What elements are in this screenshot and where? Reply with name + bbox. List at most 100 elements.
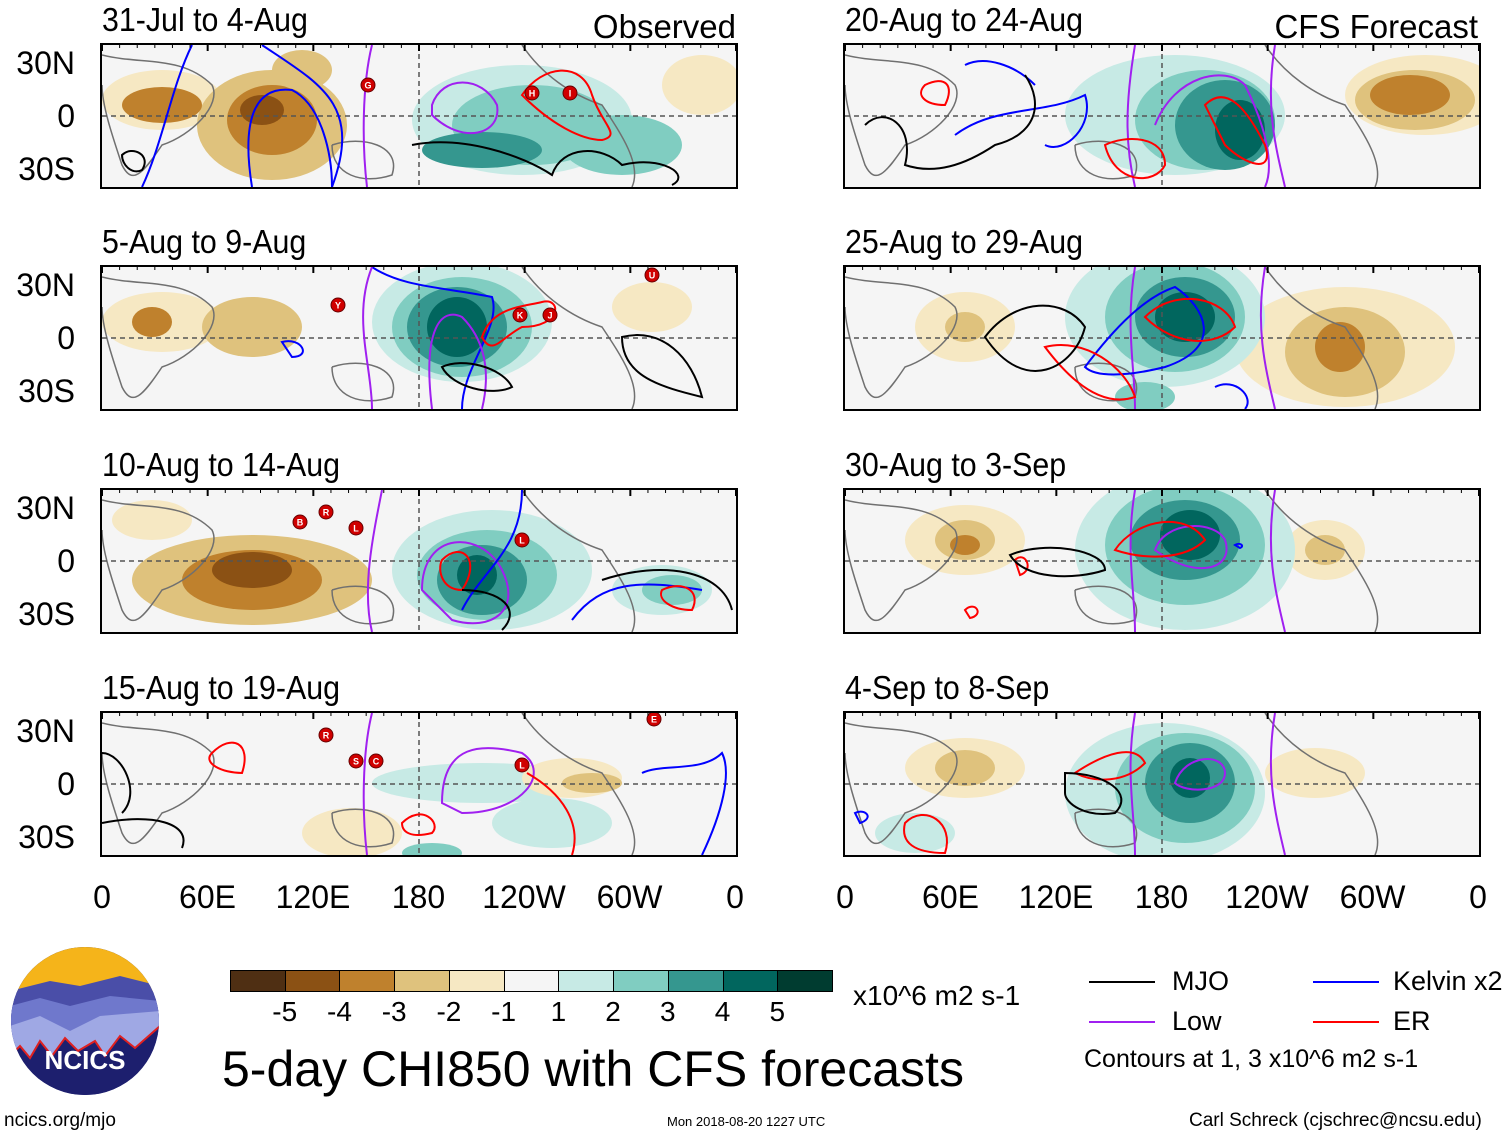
- colorbar-swatch: [503, 970, 560, 992]
- map-panel: B R L L: [100, 488, 738, 634]
- contour-line: [601, 569, 733, 611]
- contour-line: [1126, 45, 1136, 187]
- contour-line: [620, 334, 704, 399]
- coastline: [845, 276, 958, 399]
- chi-anomaly-shading: [1215, 100, 1265, 160]
- coastline: [102, 499, 215, 622]
- coastline: [102, 54, 215, 177]
- contour-line: [1064, 771, 1123, 815]
- map-panel: R S C L E: [100, 711, 738, 857]
- colorbar-units: x10^6 m2 s-1: [853, 980, 1021, 1011]
- storm-label: I: [569, 89, 572, 99]
- footer-url[interactable]: ncics.org/mjo: [4, 1110, 116, 1131]
- lon-label: 120E: [1018, 879, 1094, 915]
- panel-title: 15-Aug to 19-Aug: [102, 669, 340, 706]
- storm-label: L: [519, 536, 525, 546]
- colorbar-swatch: [613, 970, 669, 992]
- colorbar-swatch: [230, 970, 286, 992]
- lat-label: 0: [57, 98, 75, 134]
- storm-label: S: [353, 757, 359, 767]
- coastline: [1264, 713, 1379, 855]
- contour-line: [461, 589, 511, 631]
- chi-anomaly-shading: [562, 773, 622, 793]
- tropical-cyclone-icon: [514, 532, 530, 548]
- colorbar-swatch: [448, 970, 505, 992]
- colorbar-label: -3: [381, 996, 407, 1027]
- panel-title: 31-Jul to 4-Aug: [102, 1, 308, 38]
- contour-line: [208, 741, 246, 775]
- chi-anomaly-shading: [202, 297, 302, 357]
- panel-title: 5-Aug to 9-Aug: [102, 223, 307, 260]
- chi-anomaly-shading: [457, 555, 497, 595]
- lon-label: 180: [1134, 879, 1189, 915]
- contour-line: [400, 813, 436, 836]
- chi-anomaly-shading: [1160, 510, 1220, 560]
- chi-anomaly-shading: [212, 552, 292, 588]
- contour-line: [431, 81, 499, 134]
- tropical-cyclone-icon: [330, 297, 346, 313]
- contour-line: [1154, 74, 1270, 187]
- lat-label: 30N: [16, 45, 75, 81]
- chi-anomaly-shading: [612, 282, 692, 332]
- coastline: [102, 722, 215, 845]
- chi-anomaly-shading: [422, 132, 542, 168]
- contour-line: [1103, 138, 1167, 179]
- colorbar-label: -5: [272, 996, 298, 1027]
- storm-label: G: [364, 81, 371, 91]
- lon-label: 120W: [482, 879, 566, 915]
- map-panel: G H I: [100, 43, 738, 189]
- tropical-cyclone-icon: [512, 307, 528, 323]
- tropical-cyclone-icon: [646, 713, 662, 727]
- chi-anomaly-shading: [1370, 75, 1450, 115]
- lon-label: 0: [93, 879, 111, 915]
- contour-line: [440, 747, 535, 815]
- contour-line: [1113, 520, 1207, 558]
- contour-line: [983, 304, 1087, 372]
- storm-label: J: [547, 311, 552, 321]
- tropical-cyclone-icon: [514, 757, 530, 773]
- lat-label: 30S: [18, 373, 75, 409]
- contour-line: [362, 713, 373, 855]
- storm-label: H: [529, 89, 536, 99]
- contour-line: [660, 585, 696, 612]
- chi-anomaly-shading: [122, 87, 202, 123]
- lon-label: 0: [726, 879, 744, 915]
- contour-line: [440, 362, 514, 392]
- coastline: [521, 45, 636, 187]
- lon-label: 60W: [596, 879, 663, 915]
- panel-title: 20-Aug to 24-Aug: [845, 1, 1083, 38]
- contour-line: [428, 313, 487, 409]
- lon-label: 60E: [922, 879, 979, 915]
- legend-er-line: [1313, 1021, 1379, 1023]
- chi-anomaly-shading: [662, 55, 736, 115]
- chi-anomaly-shading: [935, 750, 995, 786]
- tropical-cyclone-icon: [318, 504, 334, 520]
- storm-label: L: [519, 761, 525, 771]
- coastline: [331, 362, 395, 402]
- lat-label: 30S: [18, 596, 75, 632]
- contour-note: Contours at 1, 3 x10^6 m2 s-1: [1084, 1045, 1419, 1073]
- contour-line: [954, 93, 1088, 148]
- storm-label: C: [373, 757, 380, 767]
- chi-anomaly-shading: [875, 813, 955, 853]
- coastline: [1264, 267, 1379, 409]
- storm-label: R: [323, 508, 330, 518]
- lat-label: 30S: [18, 819, 75, 855]
- tropical-cyclone-icon: [562, 85, 578, 101]
- observed-header: Observed: [592, 8, 736, 45]
- contour-line: [280, 340, 304, 359]
- coastline: [521, 490, 636, 632]
- colorbar-label: -4: [327, 996, 352, 1027]
- contour-line: [461, 490, 523, 611]
- lat-label: 30N: [16, 490, 75, 526]
- contour-line: [1129, 713, 1136, 855]
- contour-line: [964, 60, 1036, 86]
- figure-title: 5-day CHI850 with CFS forecasts: [222, 1041, 964, 1097]
- legend-mjo-line: [1089, 981, 1155, 983]
- coastline: [331, 585, 395, 625]
- lat-label: 0: [57, 543, 75, 579]
- legend-low-label: Low: [1172, 1006, 1222, 1036]
- contour-line: [366, 490, 383, 632]
- storm-label: Y: [335, 301, 341, 311]
- legend-er-label: ER: [1393, 1006, 1431, 1036]
